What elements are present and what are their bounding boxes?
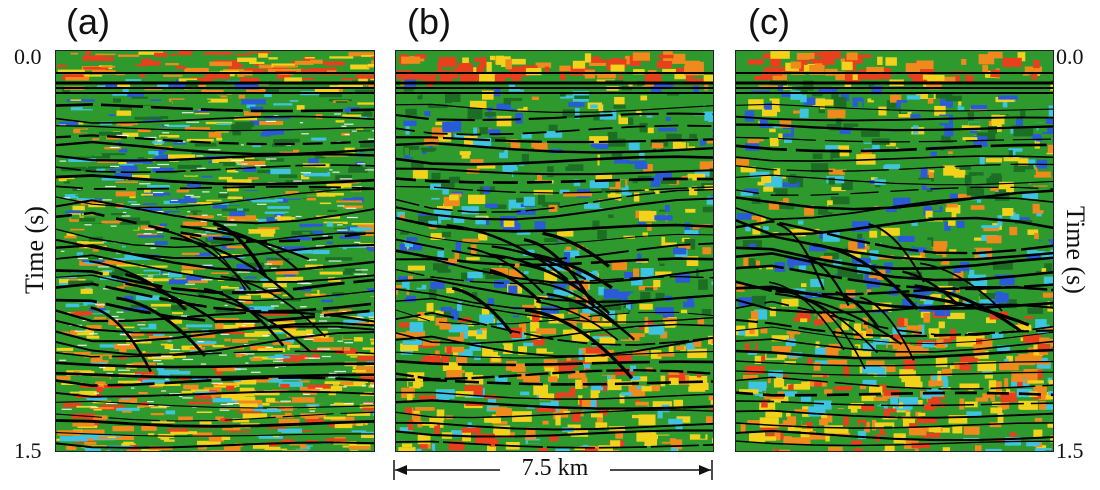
- left-axis-title: Time (s): [20, 206, 49, 294]
- panel-label-c: (c): [748, 1, 790, 42]
- left-axis-top-tick: 0.0: [14, 44, 42, 69]
- right-axis-title: Time (s): [1061, 206, 1090, 294]
- scale-bar-left-arrow: [395, 465, 407, 475]
- seismic-section-a: [56, 51, 374, 451]
- right-axis-bottom-tick: 1.5: [1056, 438, 1084, 463]
- panel-label-b: (b): [407, 1, 451, 42]
- scale-bar-right-arrow: [699, 465, 711, 475]
- seismic-section-b: [396, 51, 713, 451]
- seismic-panel-a: [55, 50, 375, 452]
- left-axis-bottom-tick: 1.5: [14, 438, 42, 463]
- seismic-panel-b: [395, 50, 714, 452]
- panel-label-a: (a): [66, 1, 110, 42]
- seismic-section-c: [736, 51, 1053, 451]
- scale-bar-label: 7.5 km: [500, 455, 610, 482]
- seismic-panel-c: [735, 50, 1054, 452]
- right-axis-top-tick: 0.0: [1056, 44, 1084, 69]
